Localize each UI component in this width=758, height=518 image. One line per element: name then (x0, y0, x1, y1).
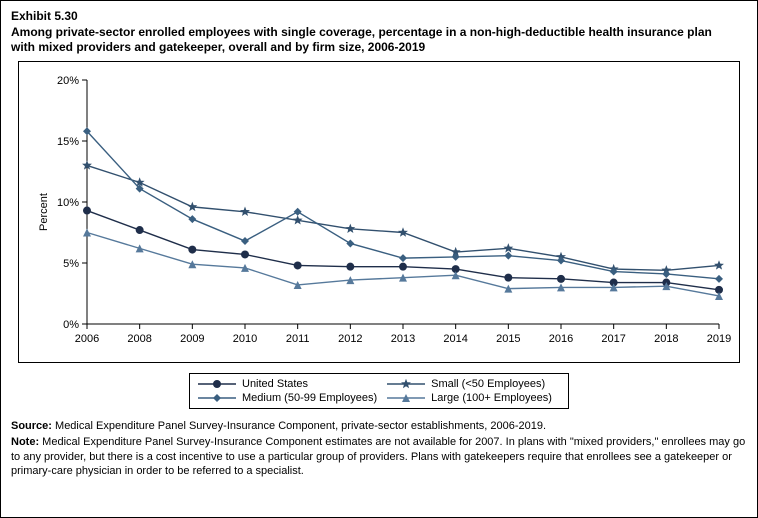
legend-item-medium: Medium (50-99 Employees) (198, 392, 377, 404)
x-tick-label: 2008 (127, 333, 151, 345)
x-tick-label: 2019 (707, 333, 731, 345)
source-label: Source: (11, 420, 52, 432)
x-tick-label: 2016 (549, 333, 573, 345)
legend-item-large: Large (100+ Employees) (387, 392, 560, 404)
x-tick-label: 2009 (180, 333, 204, 345)
legend-label: Large (100+ Employees) (431, 392, 552, 404)
chart-title: Among private-sector enrolled employees … (11, 25, 731, 55)
legend-label: United States (242, 378, 308, 390)
x-tick-label: 2012 (338, 333, 362, 345)
chart-area: Percent 0% 5% 10% 15% 20% 2006 2008 2009 2010 201… (18, 61, 740, 363)
y-tick-label: 10% (57, 197, 79, 209)
x-tick-label: 2014 (443, 333, 467, 345)
exhibit-label: Exhibit 5.30 (11, 9, 747, 23)
x-tick-label: 2006 (75, 333, 99, 345)
x-tick-label: 2013 (391, 333, 415, 345)
line-chart-svg: 0% 5% 10% 15% 20% 2006 2008 2009 2010 2011 2012 201… (19, 62, 739, 362)
footnotes: Source: Medical Expenditure Panel Survey… (11, 419, 747, 478)
y-tick-label: 15% (57, 136, 79, 148)
source-text: Medical Expenditure Panel Survey-Insuran… (55, 420, 546, 432)
x-tick-label: 2010 (233, 333, 257, 345)
legend-item-us: United States (198, 378, 377, 390)
y-tick-label: 5% (63, 258, 79, 270)
note-label: Note: (11, 436, 39, 448)
legend-swatch-large (387, 392, 425, 404)
note-text: Medical Expenditure Panel Survey-Insuran… (11, 436, 745, 477)
figure-container: { "exhibit_label": "Exhibit 5.30", "titl… (0, 0, 758, 518)
x-tick-label: 2015 (496, 333, 520, 345)
y-axis-label: Percent (38, 193, 50, 231)
legend-swatch-medium (198, 392, 236, 404)
x-tick-label: 2017 (601, 333, 625, 345)
legend-label: Medium (50-99 Employees) (242, 392, 377, 404)
legend-swatch-small (387, 378, 425, 390)
y-tick-label: 0% (63, 319, 79, 331)
legend-label: Small (<50 Employees) (431, 378, 545, 390)
legend: United States Small (<50 Employees) Medium… (189, 373, 569, 409)
y-tick-label: 20% (57, 75, 79, 87)
x-tick-label: 2011 (286, 333, 310, 345)
legend-swatch-us (198, 378, 236, 390)
x-tick-label: 2018 (654, 333, 678, 345)
legend-item-small: Small (<50 Employees) (387, 378, 560, 390)
